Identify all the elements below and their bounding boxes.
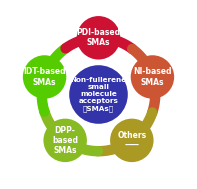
Circle shape [77,16,120,60]
Text: Non-fullerene
small
molecule
acceptors
（SMAs）: Non-fullerene small molecule acceptors （… [71,77,126,112]
Circle shape [110,119,154,162]
Circle shape [23,55,66,99]
Circle shape [69,65,128,124]
Text: NI-based
SMAs: NI-based SMAs [133,67,172,87]
Circle shape [43,119,87,162]
Text: PDI-based
SMAs: PDI-based SMAs [76,28,121,47]
Circle shape [131,55,174,99]
Text: DPP-
based
SMAs: DPP- based SMAs [52,126,78,155]
Text: IDT-based
SMAs: IDT-based SMAs [23,67,66,87]
Text: Others
——: Others —— [117,131,146,150]
